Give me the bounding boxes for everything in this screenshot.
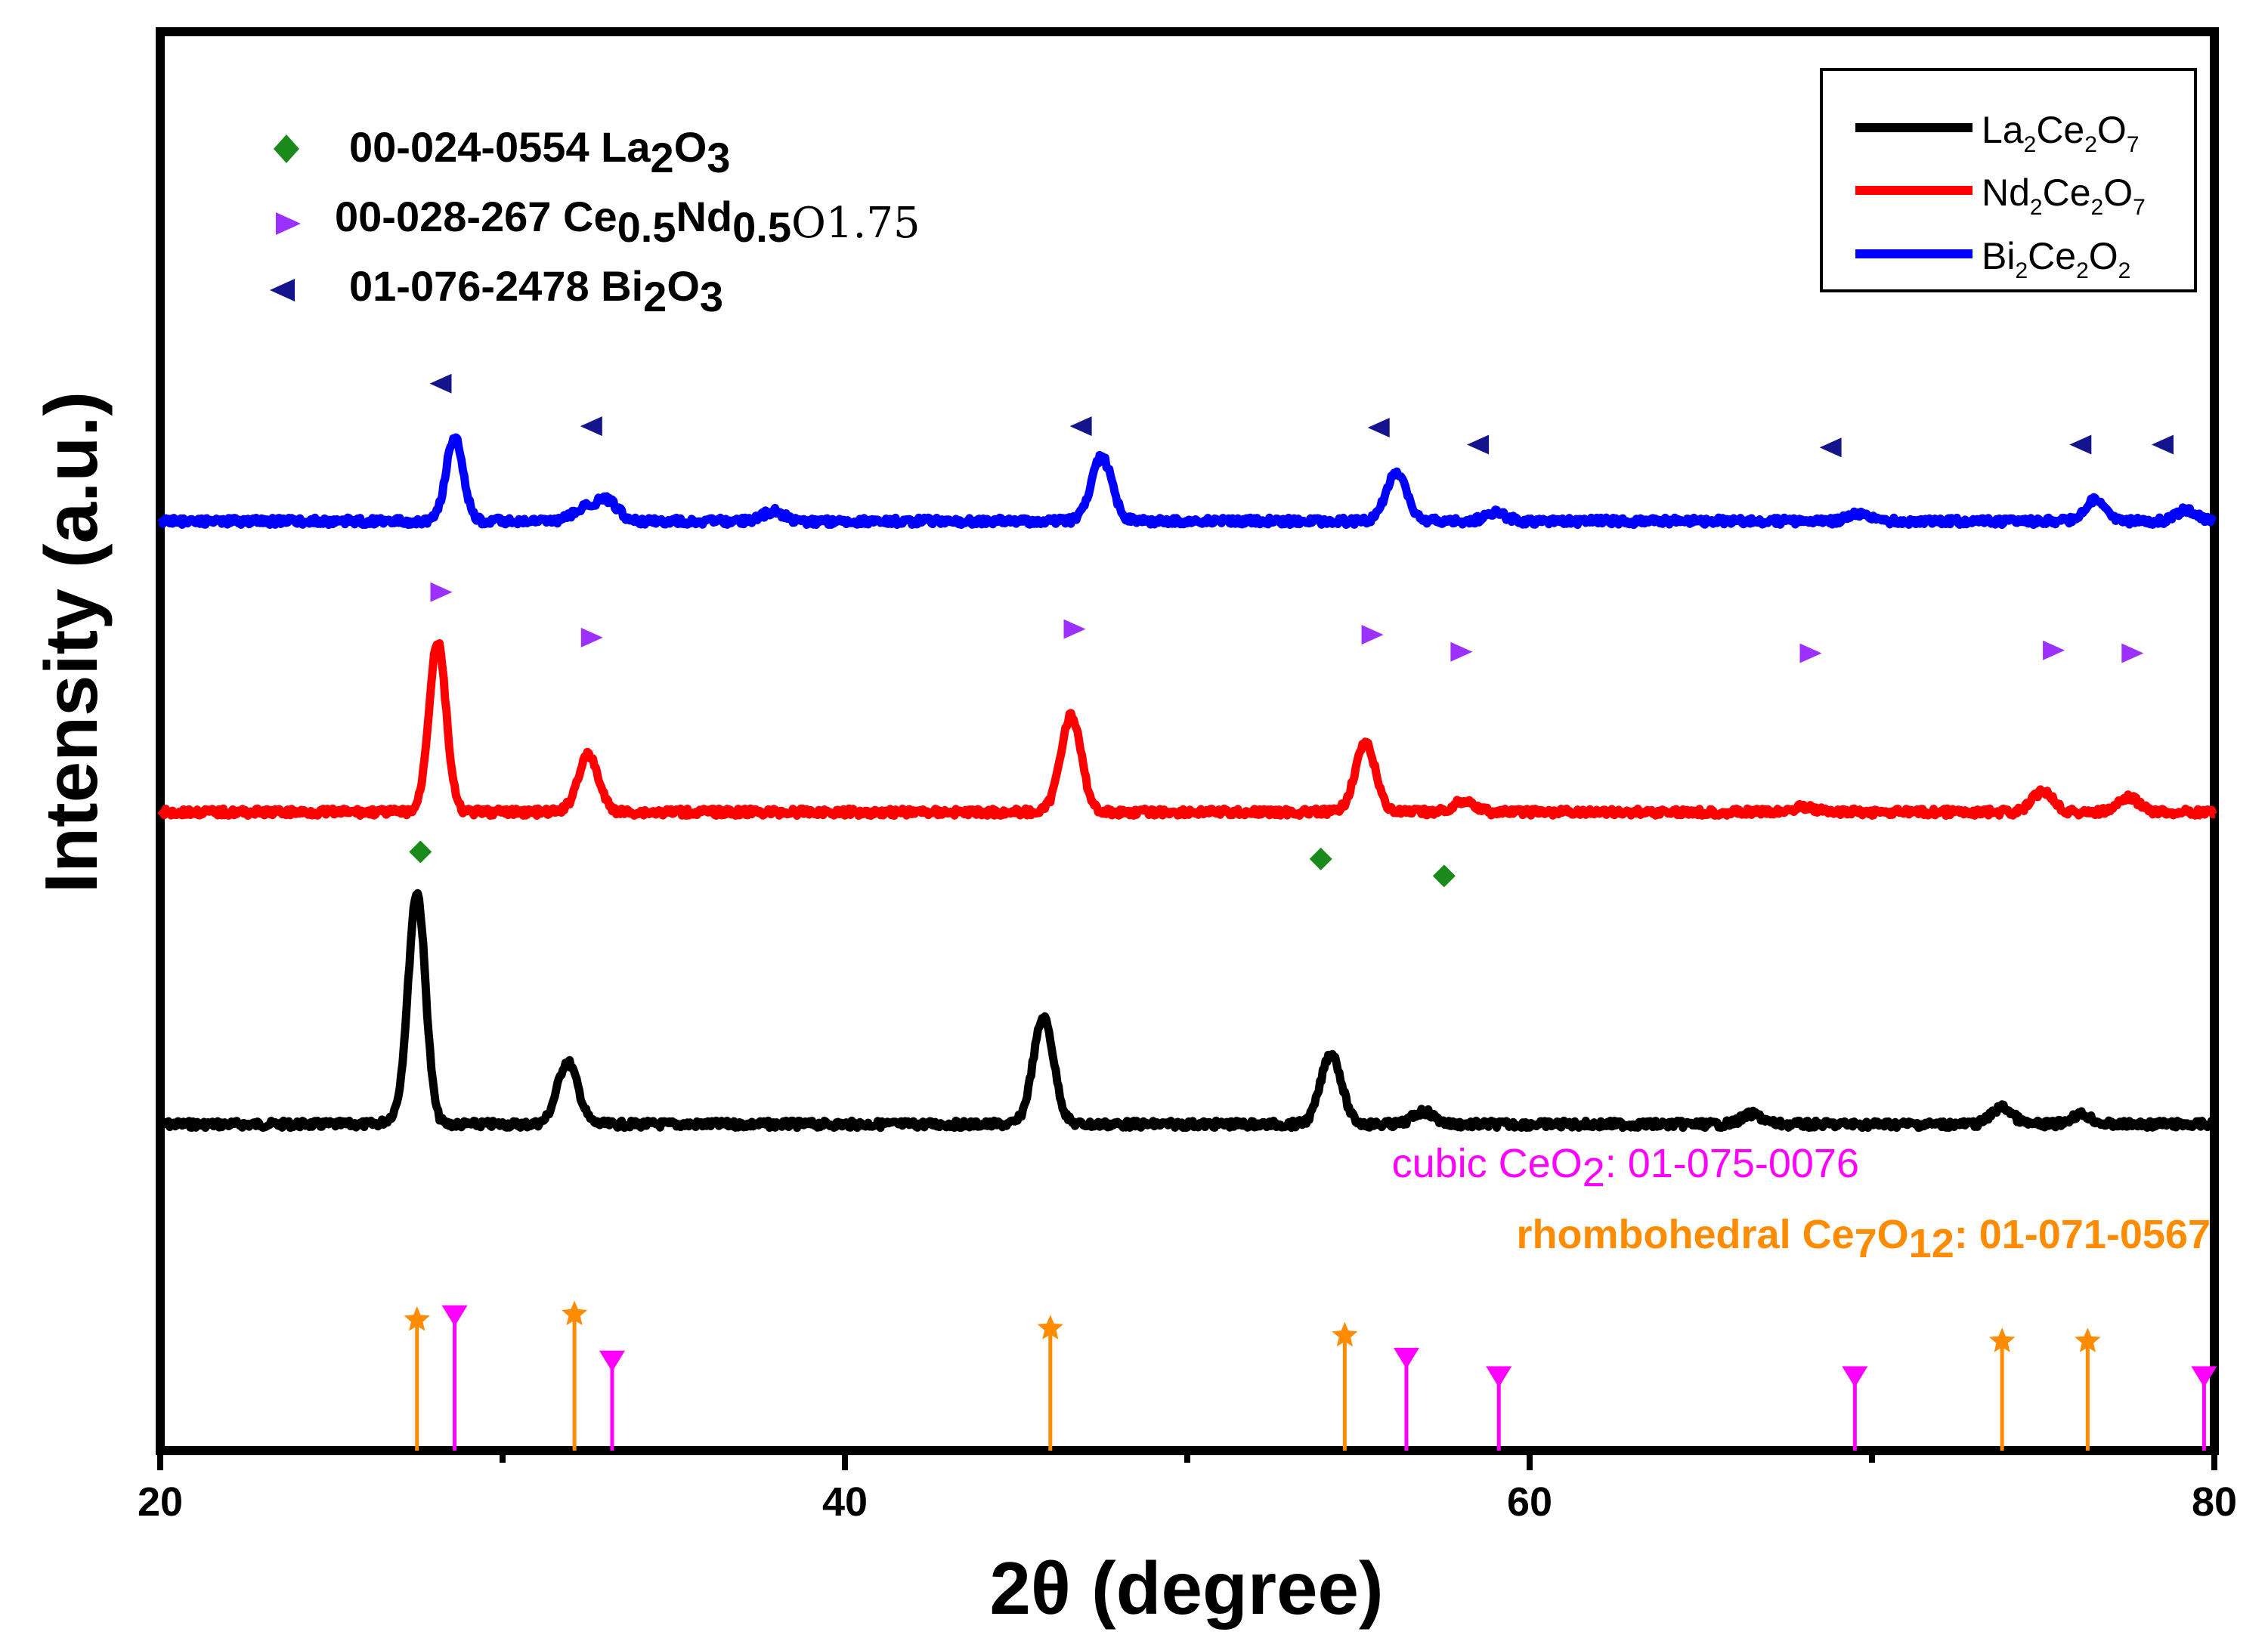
marker-triangle-right: [1799, 643, 1822, 663]
marker-diamond: [1432, 864, 1456, 888]
marker-diamond: [409, 840, 432, 864]
cubic-ceo2-label: cubic CeO2: 01-075-0076: [1392, 1141, 1859, 1195]
reference-patterns: [404, 1300, 2217, 1451]
marker-triangle-right: [2043, 640, 2065, 660]
marker-triangle-right: [1450, 641, 1473, 662]
x-tick-label: 80: [2192, 1479, 2237, 1525]
ce7o12-star-marker: [2075, 1327, 2101, 1352]
ceo2-triangle-marker: [1486, 1366, 1512, 1388]
ceo2-triangle-marker: [2191, 1366, 2217, 1388]
trace-bi2ce2o2: [157, 433, 2217, 530]
ce7o12-star-marker: [1332, 1321, 1358, 1347]
x-tick-label: 20: [138, 1479, 183, 1525]
ceo2-triangle-marker: [441, 1305, 468, 1327]
legend-label-nd2ce2o7: Nd2Ce2O7: [1982, 172, 2146, 220]
marker-triangle-right: [1063, 619, 1086, 639]
marker-triangle-left: [2152, 434, 2174, 455]
rhombohedral-ce7o12-label: rhombohedral Ce7O12: 01-071-0567: [1517, 1212, 2211, 1266]
legend-triangle-left-marker: [270, 279, 295, 301]
marker-legend: 00-024-0554 La2O3 00-028-267 Ce0.5Nd0.5O…: [270, 123, 921, 320]
legend-diamond-marker: [274, 134, 299, 163]
ce7o12-star-marker: [562, 1300, 588, 1325]
x-tick-label: 60: [1507, 1479, 1552, 1525]
trace-nd2ce2o7: [157, 639, 2217, 821]
peak-markers: [409, 373, 2174, 888]
legend-triangle-right-marker: [276, 212, 301, 235]
marker-triangle-right: [2121, 643, 2144, 663]
series-legend: La2Ce2O7 Nd2Ce2O7 Bi2Ce2O2: [1820, 68, 2197, 292]
ceo2-triangle-marker: [599, 1350, 625, 1372]
ceo2-triangle-marker: [1842, 1366, 1868, 1388]
traces: [157, 433, 2219, 1133]
marker-diamond: [1309, 847, 1332, 870]
trace-la2ce2o7: [157, 889, 2219, 1133]
ce7o12-star-marker: [1037, 1315, 1063, 1340]
marker-legend-la2o3: 00-024-0554 La2O3: [349, 123, 730, 181]
marker-legend-bi2o3: 01-076-2478 Bi2O3: [349, 262, 723, 320]
x-tick-label: 40: [822, 1479, 868, 1525]
y-axis-label: Intensity (a.u.): [29, 391, 113, 893]
legend-label-bi2ce2o2: Bi2Ce2O2: [1982, 235, 2130, 283]
x-axis-ticks: 20 40 60 80: [138, 1451, 2237, 1525]
marker-triangle-left: [429, 373, 452, 394]
marker-triangle-left: [1819, 437, 1842, 458]
marker-triangle-left: [1467, 434, 1490, 455]
x-axis-label: 2θ (degree): [989, 1547, 1383, 1630]
marker-triangle-right: [580, 627, 603, 647]
marker-triangle-right: [430, 582, 453, 602]
marker-triangle-left: [1367, 418, 1390, 437]
ce7o12-star-marker: [1989, 1327, 2016, 1352]
marker-triangle-right: [1361, 625, 1384, 645]
ce7o12-star-marker: [404, 1306, 430, 1331]
ceo2-triangle-marker: [1393, 1347, 1419, 1369]
marker-triangle-left: [1069, 416, 1092, 437]
marker-triangle-left: [580, 416, 602, 437]
marker-triangle-left: [2069, 434, 2092, 455]
marker-legend-ce-nd: 00-028-267 Ce0.5Nd0.5O1.75: [335, 193, 921, 251]
legend-label-la2ce2o7: La2Ce2O7: [1982, 109, 2140, 157]
